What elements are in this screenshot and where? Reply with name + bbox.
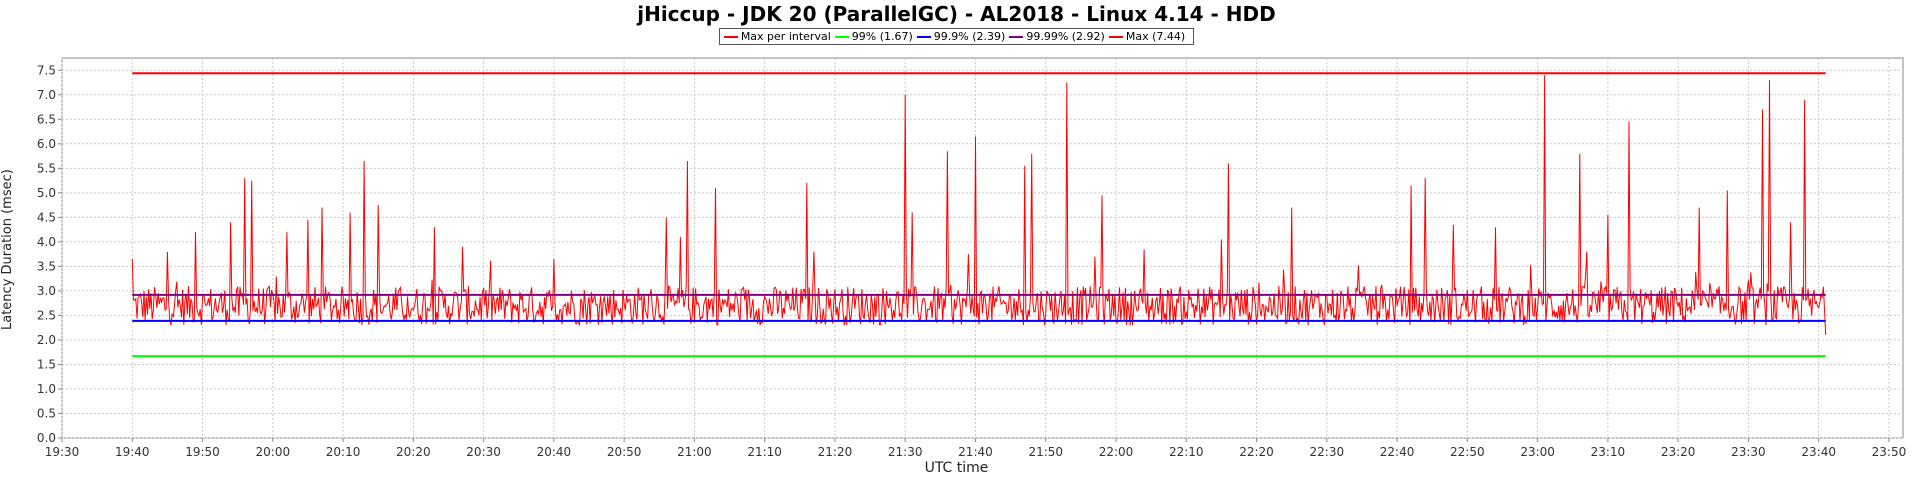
x-tick-label: 22:50 (1450, 445, 1485, 459)
y-tick-label: 6.0 (37, 137, 56, 151)
x-tick-label: 20:20 (396, 445, 431, 459)
x-tick-label: 22:30 (1310, 445, 1345, 459)
chart-title: jHiccup - JDK 20 (ParallelGC) - AL2018 -… (637, 2, 1276, 26)
y-tick-label: 4.0 (37, 235, 56, 249)
y-tick-label: 7.5 (37, 63, 56, 77)
x-tick-label: 23:30 (1731, 445, 1766, 459)
legend-item-max: Max (7.44) (1108, 30, 1186, 43)
x-tick-label: 23:40 (1801, 445, 1836, 459)
y-tick-label: 1.0 (37, 382, 56, 396)
legend-swatch (723, 35, 738, 38)
x-tick-label: 22:10 (1169, 445, 1204, 459)
x-tick-label: 20:00 (256, 445, 291, 459)
x-tick-label: 21:40 (958, 445, 993, 459)
legend-label: Max (7.44) (1125, 30, 1186, 43)
y-tick-label: 1.5 (37, 357, 56, 371)
x-tick-label: 20:10 (326, 445, 361, 459)
y-tick-label: 0.5 (37, 406, 56, 420)
legend-label: 99% (1.67) (851, 30, 913, 43)
x-tick-label: 22:20 (1239, 445, 1274, 459)
legend-swatch (1108, 35, 1123, 38)
series-line-0 (131, 75, 1827, 336)
x-tick-label: 22:40 (1380, 445, 1415, 459)
x-tick-label: 23:50 (1872, 445, 1907, 459)
x-axis-label: UTC time (924, 460, 989, 476)
x-tick-label: 21:00 (677, 445, 712, 459)
legend-item-99: 99% (1.67) (834, 30, 913, 43)
y-tick-label: 7.0 (37, 88, 56, 102)
legend-box: Max per interval 99% (1.67) 99.9% (2.39)… (718, 28, 1195, 45)
y-tick-label: 2.5 (37, 308, 56, 322)
x-tick-label: 21:50 (1028, 445, 1063, 459)
y-tick-label: 5.0 (37, 186, 56, 200)
legend-swatch (916, 35, 931, 38)
x-tick-label: 20:30 (466, 445, 501, 459)
x-tick-label: 23:00 (1520, 445, 1555, 459)
y-tick-label: 5.5 (37, 161, 56, 175)
y-tick-label: 4.5 (37, 210, 56, 224)
x-tick-label: 19:50 (185, 445, 220, 459)
x-tick-label: 22:00 (1099, 445, 1134, 459)
x-tick-label: 19:30 (45, 445, 80, 459)
legend-item-max-per-interval: Max per interval (723, 30, 831, 43)
legend-label: Max per interval (740, 30, 831, 43)
y-tick-label: 3.5 (37, 259, 56, 273)
x-tick-label: 21:30 (888, 445, 923, 459)
legend-label: 99.9% (2.39) (933, 30, 1006, 43)
y-tick-label: 6.5 (37, 112, 56, 126)
legend: Max per interval 99% (1.67) 99.9% (2.39)… (0, 28, 1913, 45)
x-tick-label: 19:40 (115, 445, 150, 459)
plot-border (61, 57, 1904, 439)
x-tick-label: 21:10 (747, 445, 782, 459)
legend-label: 99.99% (2.92) (1026, 30, 1105, 43)
y-tick-label: 0.0 (37, 431, 56, 445)
legend-item-99-99: 99.99% (2.92) (1009, 30, 1105, 43)
x-tick-label: 21:20 (818, 445, 853, 459)
y-tick-label: 3.0 (37, 284, 56, 298)
legend-item-99-9: 99.9% (2.39) (916, 30, 1006, 43)
legend-swatch (1009, 35, 1024, 38)
y-tick-label: 2.0 (37, 333, 56, 347)
x-tick-label: 23:10 (1591, 445, 1626, 459)
x-tick-label: 20:50 (607, 445, 642, 459)
x-tick-label: 23:20 (1661, 445, 1696, 459)
legend-swatch (834, 35, 849, 38)
x-tick-label: 20:40 (537, 445, 572, 459)
